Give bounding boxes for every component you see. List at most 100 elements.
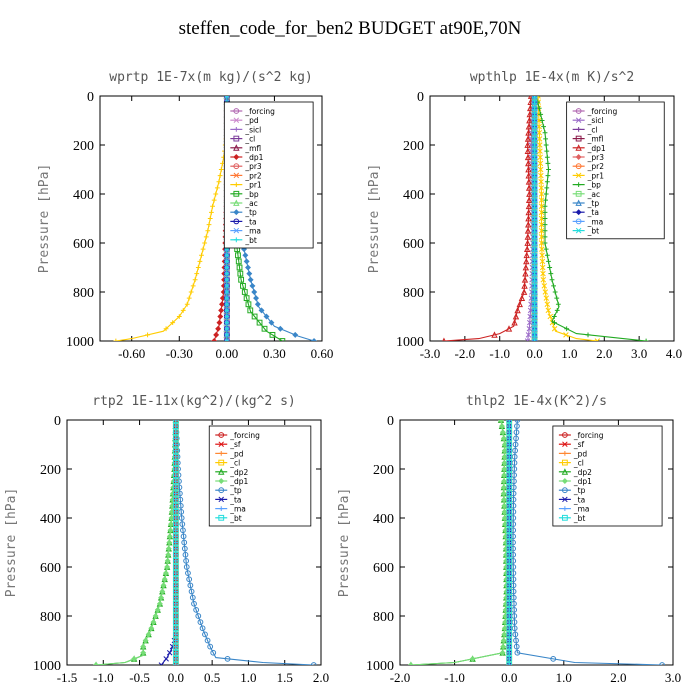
data-point (172, 459, 179, 466)
series-path (95, 420, 177, 665)
data-point (224, 295, 230, 301)
data-point (224, 289, 230, 295)
data-point (506, 662, 512, 665)
data-point (202, 240, 208, 246)
data-point (192, 277, 198, 283)
x-tick-label: 0.00 (215, 346, 238, 361)
data-point (238, 276, 245, 283)
data-point (506, 435, 513, 442)
data-point (491, 331, 498, 338)
data-point (531, 166, 538, 173)
data-point (585, 332, 591, 338)
legend-entry: _pd (244, 116, 259, 125)
data-point (538, 197, 545, 203)
data-point (173, 420, 179, 423)
y-tick-label: 0 (54, 414, 61, 429)
data-point (514, 423, 520, 430)
data-point (506, 420, 512, 423)
data-point (163, 656, 169, 662)
data-point (173, 662, 179, 665)
series-line (409, 420, 510, 665)
data-point (544, 179, 550, 185)
data-point (179, 521, 186, 528)
data-point (163, 326, 169, 332)
data-point (542, 209, 548, 215)
data-point (506, 594, 513, 601)
data-point (539, 246, 545, 252)
data-point (279, 338, 286, 341)
data-point (172, 435, 179, 442)
data-point (172, 420, 179, 423)
data-point (513, 429, 520, 436)
data-point (563, 332, 569, 338)
legend-entry: _bt (229, 514, 242, 523)
data-point (218, 167, 224, 172)
chart-panel-4: thlp2 1E-4x(K^2)/s Pressure [hPa] 0 200 400 6… (337, 394, 681, 685)
data-point (531, 270, 538, 277)
data-point (207, 643, 214, 650)
data-point (537, 142, 543, 148)
panel-title: wprtp 1E-7x(m kg)/(s^2 kg) (109, 70, 313, 85)
legend-entry: _ma (244, 227, 261, 236)
y-tick-label: 600 (373, 561, 394, 576)
x-tick-label: 0.0 (168, 670, 184, 685)
legend-box (566, 101, 665, 240)
data-point (546, 167, 551, 172)
data-point (506, 643, 513, 650)
data-point (172, 613, 179, 619)
x-tick-label: 1.5 (277, 670, 293, 685)
legend-entry: _sf (229, 440, 241, 449)
data-point (525, 159, 532, 167)
data-point (522, 270, 529, 277)
data-point (506, 564, 513, 570)
series-line (442, 96, 535, 341)
data-point (184, 301, 190, 307)
x-tick-label: -1.5 (57, 670, 78, 685)
data-point (172, 619, 179, 626)
data-point (525, 129, 532, 136)
data-point (506, 619, 513, 626)
data-point (269, 331, 276, 338)
data-point (531, 117, 538, 124)
data-point (522, 263, 530, 271)
chart-panel-3: rtp2 1E-11x(kg^2)/(kg^2 s) Pressure [hPa]… (4, 394, 329, 685)
data-point (540, 276, 547, 283)
data-point (249, 282, 256, 289)
data-point (310, 662, 317, 665)
y-tick-label: 800 (40, 610, 61, 625)
data-point (180, 533, 187, 540)
data-point (524, 141, 531, 148)
data-point (165, 551, 172, 558)
y-tick-label: 0 (87, 90, 94, 105)
data-point (540, 270, 546, 277)
data-point (539, 258, 546, 265)
data-point (240, 282, 246, 289)
data-point (164, 564, 171, 570)
data-point (167, 527, 174, 534)
data-point (203, 234, 209, 240)
data-point (220, 289, 227, 295)
legend-entry: _cl (229, 459, 240, 468)
x-tick-label: 0.30 (263, 346, 286, 361)
data-point (524, 338, 531, 341)
data-point (531, 154, 538, 161)
data-point (506, 588, 513, 595)
data-point (531, 258, 538, 265)
data-point (544, 301, 551, 308)
data-point (539, 264, 546, 271)
y-tick-label: 600 (40, 561, 61, 576)
data-point (182, 551, 189, 558)
y-tick-label: 0 (417, 90, 424, 105)
data-point (525, 202, 533, 210)
data-point (506, 662, 513, 665)
data-point (527, 104, 534, 112)
data-point (512, 312, 520, 320)
data-point (542, 222, 548, 228)
legend-entry: _dp1 (573, 477, 592, 486)
data-point (224, 314, 230, 319)
data-point (172, 606, 179, 613)
data-point (541, 283, 548, 289)
data-point (525, 178, 533, 185)
y-tick-label: 200 (373, 463, 394, 478)
data-point (190, 283, 196, 289)
